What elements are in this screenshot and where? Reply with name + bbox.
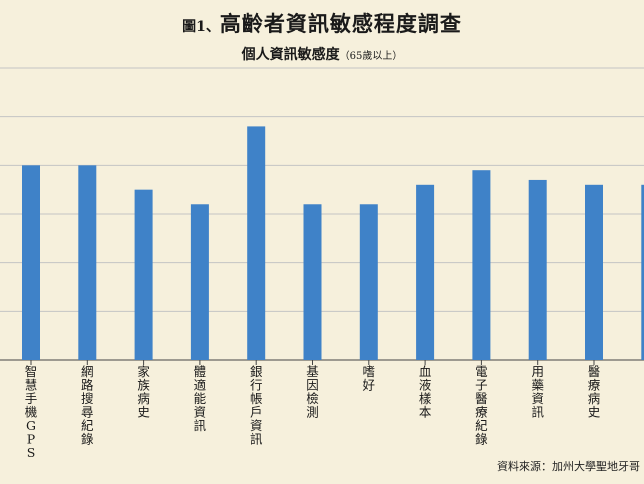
bar: [134, 189, 153, 360]
bar: [78, 165, 97, 360]
bar: [585, 184, 603, 360]
bar: [22, 165, 40, 360]
chart-title: 圖1、高齡者資訊敏感程度調查: [0, 8, 644, 38]
x-tick-label: 血液樣本: [419, 364, 432, 420]
x-tick-label: 體適能資訊: [194, 364, 207, 433]
x-tick-label: 銀行帳戶資訊: [250, 364, 263, 447]
bar: [247, 126, 266, 361]
x-tick-label: 網路搜尋紀錄: [81, 364, 94, 447]
bar: [190, 204, 209, 360]
bar: [641, 184, 644, 360]
bar: [416, 184, 435, 360]
x-tick-label: 基因檢測: [306, 364, 319, 420]
x-tick-label: 電子醫療紀錄: [475, 364, 488, 447]
x-tick-label: 嗜好: [363, 364, 376, 393]
chart-title-main: 高齡者資訊敏感程度調查: [219, 11, 462, 36]
x-tick-label: 智慧手機 G P S: [25, 364, 38, 460]
x-tick-label: 用藥資訊: [531, 364, 544, 420]
x-tick-label: 家族病史: [137, 364, 150, 420]
source-note: 資料來源：加州大學聖地牙哥: [497, 460, 640, 473]
bar: [472, 170, 491, 360]
bar: [303, 204, 322, 360]
chart-title-prefix: 圖1、: [182, 19, 220, 35]
chart-subtitle-main: 個人資訊敏感度: [241, 47, 340, 63]
chart-subtitle: 個人資訊敏感度（65歲以上）: [0, 44, 644, 64]
bar: [528, 179, 547, 360]
x-tick-label: 醫療病史: [588, 364, 601, 420]
chart-subtitle-note: （65歲以上）: [339, 51, 403, 62]
bar: [359, 204, 378, 360]
